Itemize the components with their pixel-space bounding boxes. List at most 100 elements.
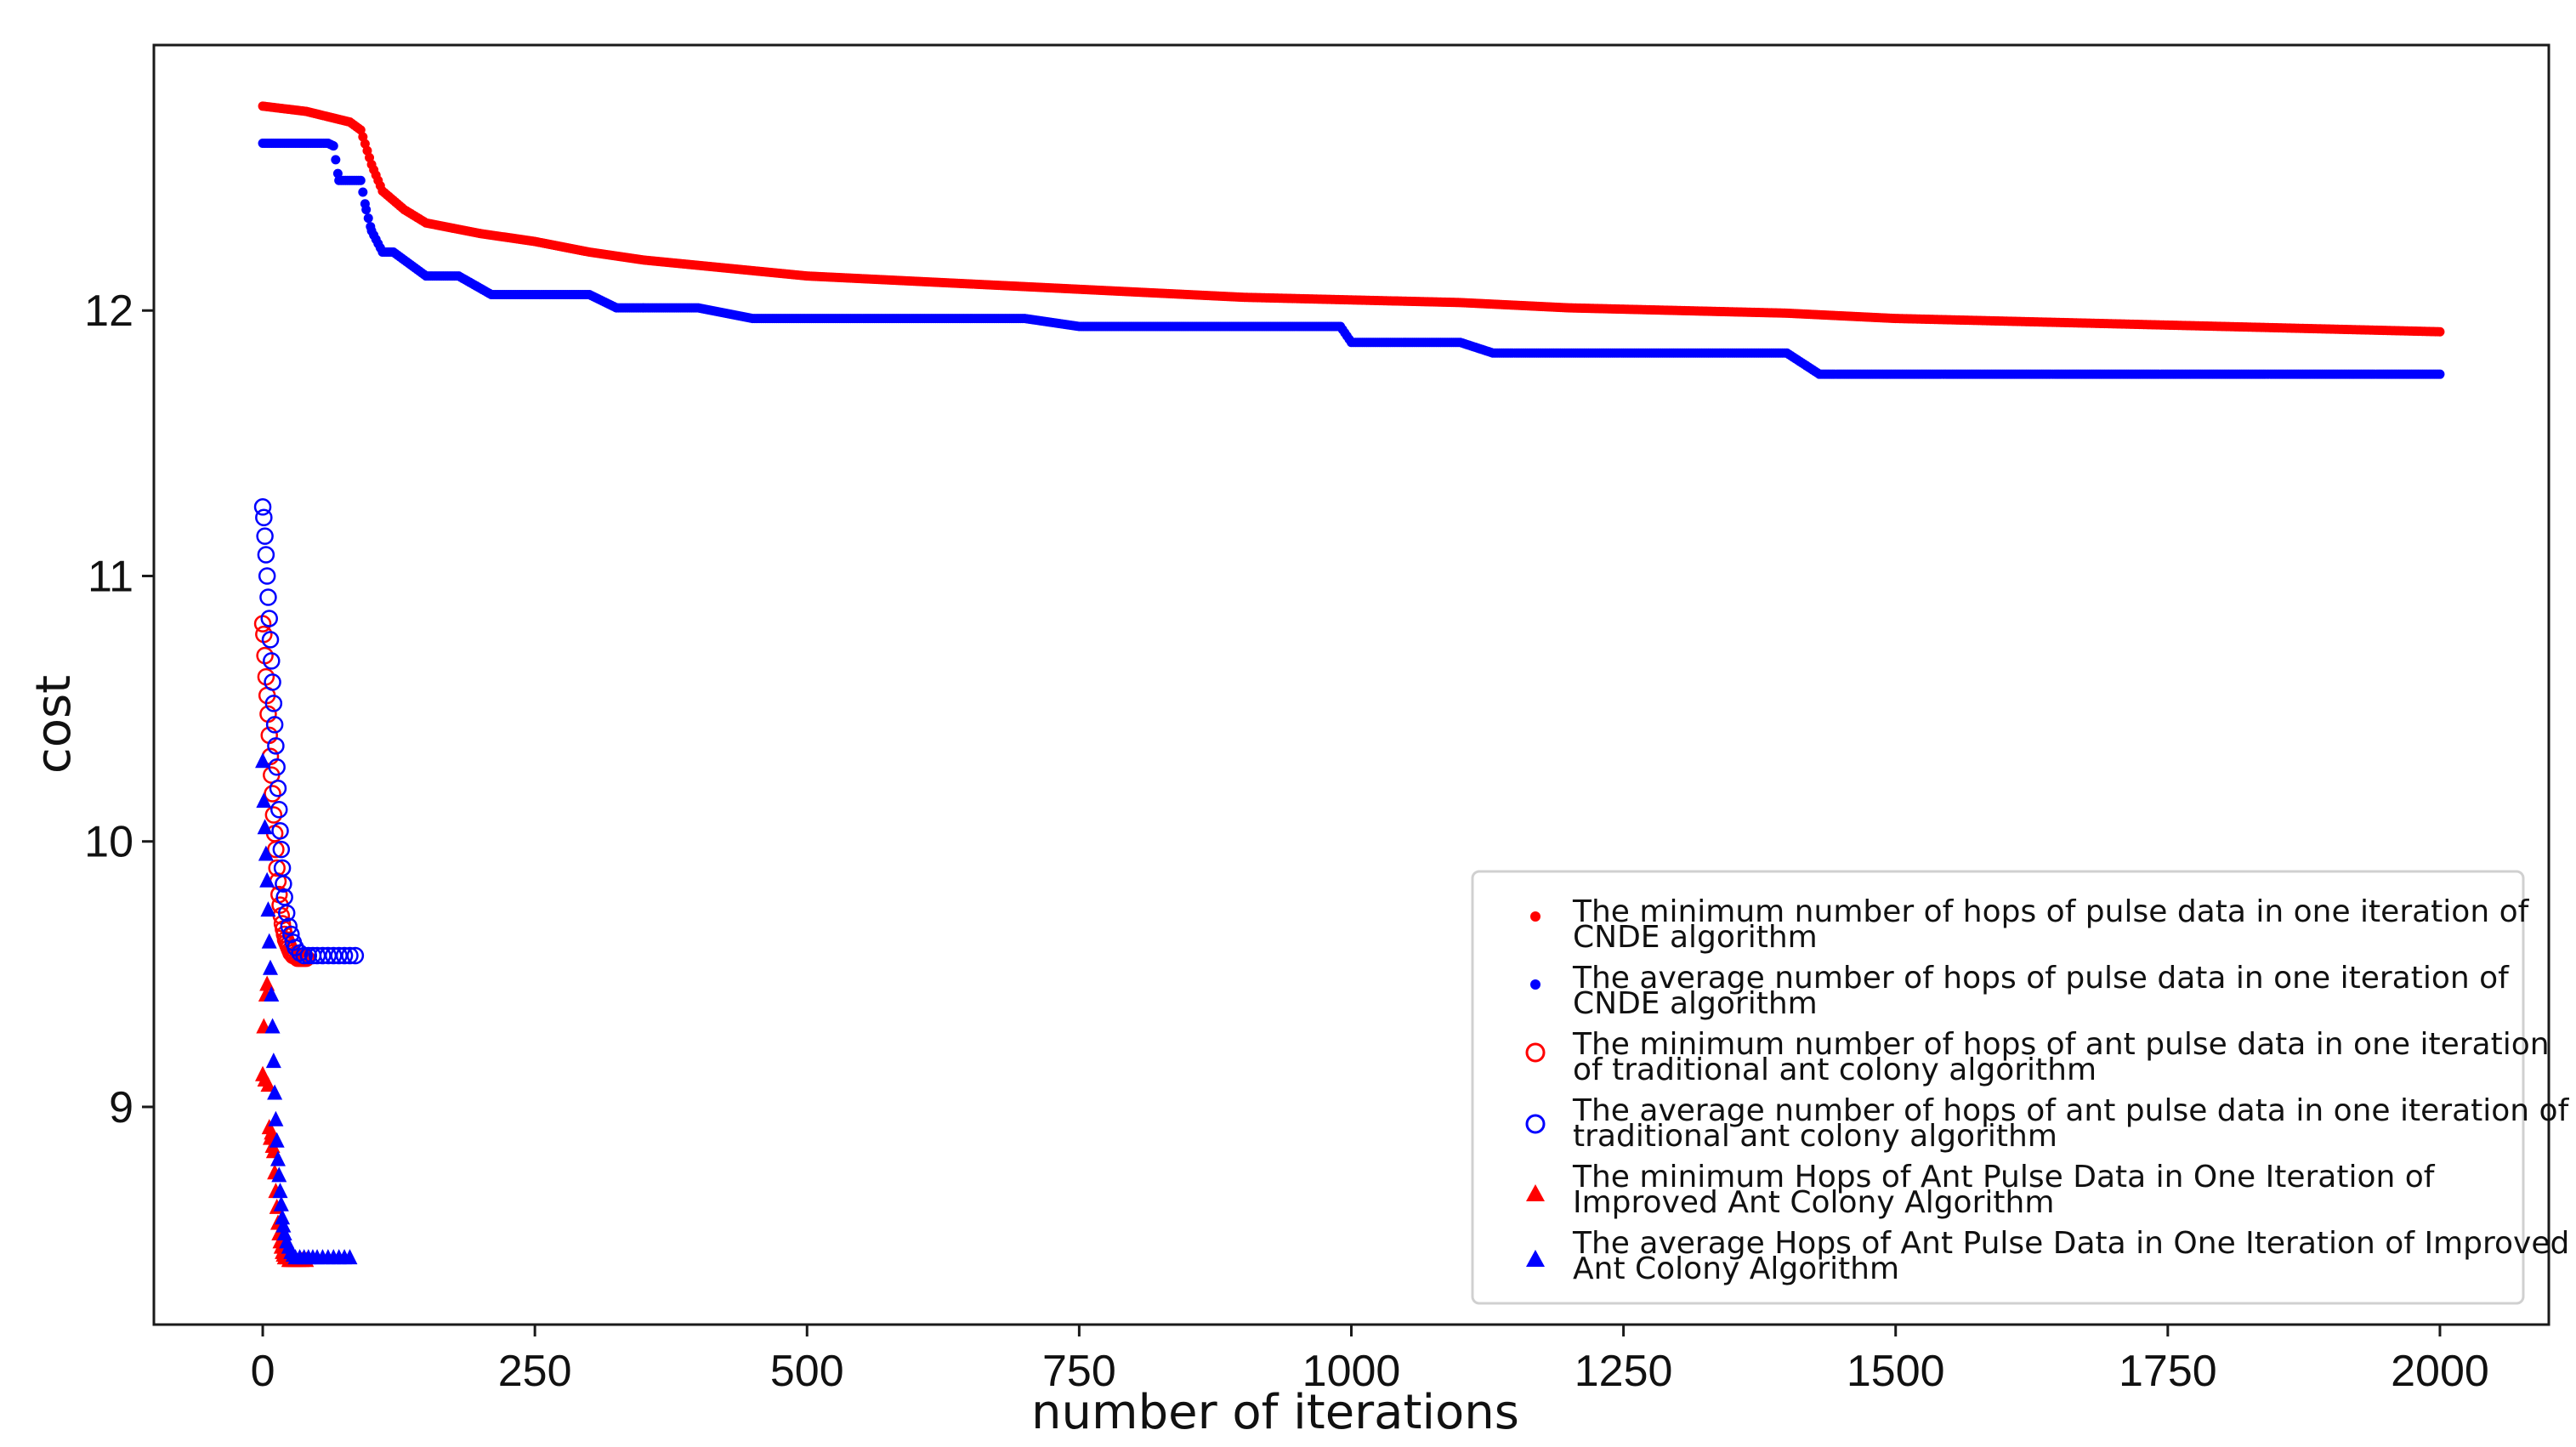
data-point-trad-avg — [335, 946, 354, 965]
data-point-trad-avg — [259, 588, 277, 606]
legend-label-trad-min-line2: of traditional ant colony algorithm — [1573, 1053, 2097, 1087]
series-trad-avg — [253, 498, 365, 965]
data-point-impr-avg — [272, 1183, 288, 1199]
data-point-impr-avg — [259, 871, 275, 888]
legend-label-trad-avg-line2: traditional ant colony algorithm — [1573, 1119, 2057, 1154]
series-cnde-avg — [258, 139, 2445, 379]
legend-marker-trad-min — [1525, 1042, 1546, 1063]
data-point-cnde-avg — [361, 205, 372, 215]
data-point-impr-avg — [269, 1132, 285, 1148]
data-point-trad-avg — [295, 946, 313, 965]
data-point-trad-avg — [261, 631, 280, 649]
legend-entry-impr-min: The minimum Hops of Ant Pulse Data in On… — [1526, 1160, 2436, 1220]
legend-entry-trad-avg: The average number of hops of ant pulse … — [1525, 1093, 2570, 1154]
data-point-trad-avg — [271, 821, 289, 840]
data-point-impr-avg — [256, 792, 272, 809]
data-point-trad-avg — [258, 567, 276, 585]
data-point-trad-avg — [264, 695, 283, 712]
data-point-trad-avg — [263, 652, 281, 670]
y-tick-label: 11 — [88, 552, 133, 601]
data-point-impr-avg — [270, 1150, 286, 1166]
data-point-cnde-avg — [331, 155, 341, 165]
data-point-trad-avg — [260, 610, 278, 627]
data-point-impr-avg — [342, 1249, 358, 1265]
x-tick-label: 1250 — [1575, 1347, 1673, 1396]
legend-label-impr-min-line2: Improved Ant Colony Algorithm — [1573, 1185, 2054, 1220]
data-point-trad-avg — [299, 946, 318, 965]
legend-entry-cnde-min: The minimum number of hops of pulse data… — [1530, 894, 2530, 955]
series-impr-avg — [255, 752, 358, 1265]
x-axis-title: number of iterations — [1031, 1385, 1519, 1440]
y-tick-label: 10 — [84, 818, 133, 867]
data-point-impr-avg — [260, 901, 276, 917]
data-point-trad-avg — [270, 801, 288, 819]
data-point-trad-avg — [267, 737, 285, 755]
legend-entry-trad-min: The minimum number of hops of ant pulse … — [1525, 1027, 2550, 1087]
legend-marker-impr-min — [1526, 1184, 1545, 1201]
y-tick-label: 9 — [109, 1083, 133, 1132]
legend-label-impr-min-line1: The minimum Hops of Ant Pulse Data in On… — [1572, 1160, 2436, 1194]
data-point-impr-avg — [264, 986, 280, 1002]
legend-label-cnde-min-line2: CNDE algorithm — [1573, 920, 1818, 955]
legend-marker-cnde-min — [1530, 911, 1540, 922]
data-point-impr-avg — [275, 1217, 292, 1233]
data-point-impr-avg — [261, 933, 277, 949]
x-tick-label: 1500 — [1847, 1347, 1945, 1396]
data-point-cnde-avg — [358, 187, 368, 197]
data-point-impr-avg — [255, 752, 271, 769]
data-point-trad-avg — [346, 946, 365, 965]
data-point-trad-avg — [265, 716, 284, 734]
data-point-trad-avg — [277, 904, 296, 922]
legend-marker-cnde-avg — [1530, 979, 1540, 990]
x-tick-label: 250 — [498, 1347, 572, 1396]
axis-layer: 0 250 500 750 1000 1250 1500 1750 2000 9 10 11 12 — [84, 287, 2489, 1396]
data-point-impr-avg — [258, 845, 274, 861]
y-axis-title: cost — [26, 675, 82, 774]
data-point-impr-avg — [264, 1018, 281, 1034]
data-point-impr-avg — [273, 1195, 289, 1212]
legend-frame — [1471, 870, 2525, 1305]
data-point-impr-avg — [275, 1209, 291, 1225]
x-tick-label: 0 — [251, 1347, 275, 1396]
data-point-cnde-avg — [355, 175, 366, 185]
data-point-trad-avg — [253, 498, 272, 516]
data-point-trad-avg — [256, 527, 274, 545]
data-point-impr-avg — [257, 819, 273, 835]
data-point-impr-avg — [271, 1166, 287, 1183]
data-point-trad-min — [264, 806, 283, 824]
data-point-trad-avg — [280, 917, 298, 935]
legend-entry-impr-avg: The average Hops of Ant Pulse Data in On… — [1526, 1226, 2569, 1286]
data-point-trad-avg — [272, 840, 291, 859]
data-point-cnde-min — [2435, 326, 2445, 337]
data-point-cnde-avg — [328, 141, 338, 151]
x-tick-label: 750 — [1042, 1347, 1116, 1396]
data-point-cnde-avg — [2435, 369, 2445, 379]
x-tick-label: 500 — [770, 1347, 844, 1396]
x-tick-label: 1750 — [2119, 1347, 2217, 1396]
data-point-impr-avg — [265, 1053, 281, 1069]
data-point-impr-avg — [268, 1110, 284, 1126]
x-tick-label: 1000 — [1302, 1347, 1401, 1396]
data-point-trad-avg — [264, 673, 281, 691]
data-point-trad-min — [264, 785, 281, 803]
legend-entry-cnde-avg: The average number of hops of pulse data… — [1530, 961, 2510, 1021]
data-point-impr-min — [260, 1076, 276, 1092]
y-tick-label: 12 — [84, 287, 133, 336]
legend-label-cnde-avg-line1: The average number of hops of pulse data… — [1572, 961, 2510, 996]
legend-label-trad-avg-line1: The average number of hops of ant pulse … — [1572, 1093, 2570, 1128]
legend-marker-trad-avg — [1525, 1114, 1546, 1134]
legend-label-impr-avg-line1: The average Hops of Ant Pulse Data in On… — [1572, 1226, 2569, 1261]
legend-label-cnde-avg-line2: CNDE algorithm — [1573, 986, 1818, 1021]
legend-marker-impr-avg — [1526, 1250, 1545, 1267]
data-point-trad-avg — [341, 946, 359, 965]
data-point-trad-min — [267, 840, 285, 859]
data-point-cnde-avg — [363, 213, 373, 224]
data-point-trad-avg — [275, 875, 292, 893]
data-point-trad-avg — [257, 546, 275, 564]
series-cnde-min — [258, 101, 2445, 337]
legend-label-trad-min-line1: The minimum number of hops of ant pulse … — [1572, 1027, 2550, 1062]
data-point-impr-avg — [267, 1084, 283, 1100]
data-point-trad-min — [268, 859, 286, 877]
legend-label-impr-avg-line2: Ant Colony Algorithm — [1573, 1251, 1899, 1286]
